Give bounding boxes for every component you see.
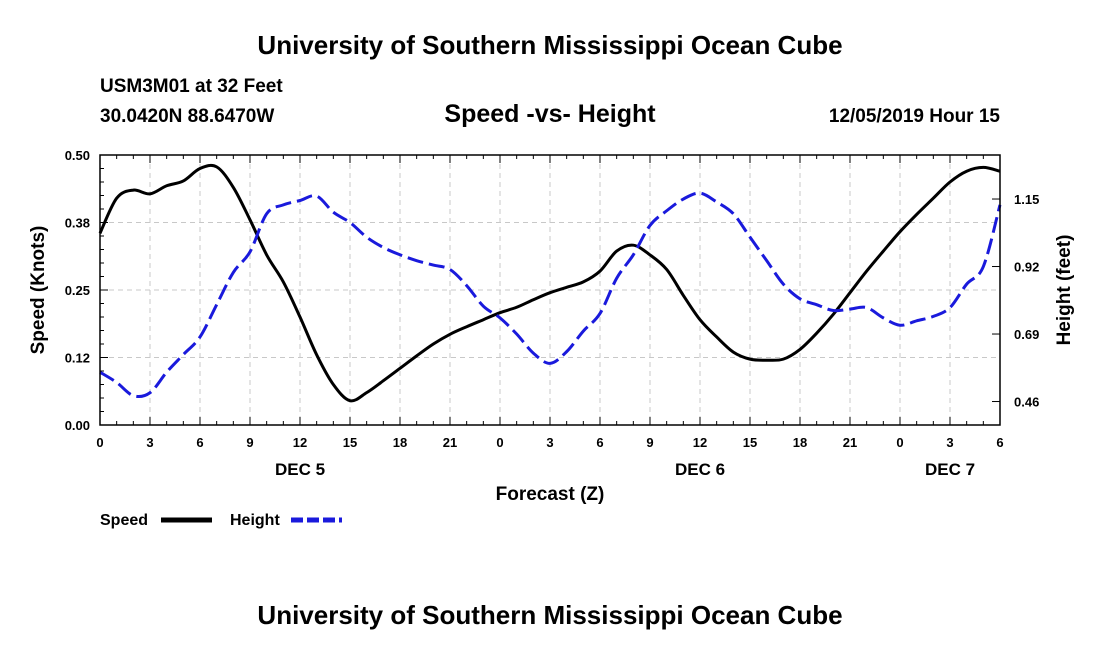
y-tick-label: 0.00 bbox=[65, 418, 90, 433]
x-tick-label: 15 bbox=[743, 435, 757, 450]
x-tick-label: 0 bbox=[896, 435, 903, 450]
forecast-datetime: 12/05/2019 Hour 15 bbox=[828, 106, 1000, 127]
x-tick-label: 18 bbox=[793, 435, 807, 450]
y2-tick-label: 0.46 bbox=[1014, 395, 1039, 410]
x-tick-label: 12 bbox=[693, 435, 707, 450]
legend: Speed Height bbox=[100, 512, 342, 529]
x-tick-label: 18 bbox=[393, 435, 407, 450]
y2-tick-label: 0.69 bbox=[1014, 327, 1039, 342]
day-label: DEC 5 bbox=[275, 460, 325, 479]
x-tick-label: 21 bbox=[843, 435, 857, 450]
chart-title: Speed -vs- Height bbox=[444, 100, 656, 128]
x-tick-label: 0 bbox=[496, 435, 503, 450]
y-tick-label: 0.38 bbox=[65, 216, 90, 231]
x-tick-label: 15 bbox=[343, 435, 357, 450]
x-tick-label: 9 bbox=[646, 435, 653, 450]
x-tick-label: 6 bbox=[596, 435, 603, 450]
axis-labels: 0 3 6 9 12 15 18 21 0 3 6 9 12 15 18 21 0 3 6 0.00 0.12 0.25 0… bbox=[65, 148, 1040, 479]
x-tick-label: 3 bbox=[946, 435, 953, 450]
legend-label-height: Height bbox=[230, 512, 280, 529]
y-axis-title: Speed (Knots) bbox=[28, 226, 49, 355]
day-label: DEC 6 bbox=[675, 460, 725, 479]
day-label: DEC 7 bbox=[925, 460, 975, 479]
series-line-speed bbox=[98, 163, 1001, 403]
y-tick-label: 0.25 bbox=[65, 283, 90, 298]
page-title: University of Southern Mississippi Ocean… bbox=[257, 30, 843, 60]
x-tick-label: 3 bbox=[146, 435, 153, 450]
y2-tick-label: 1.15 bbox=[1014, 192, 1039, 207]
station-name: USM3M01 at 32 Feet bbox=[100, 76, 283, 97]
axis-ticks bbox=[99, 154, 1001, 426]
series-line-height bbox=[99, 191, 1002, 399]
x-tick-label: 0 bbox=[96, 435, 103, 450]
y-tick-label: 0.12 bbox=[65, 351, 90, 366]
grid bbox=[100, 155, 1000, 425]
x-axis-title: Forecast (Z) bbox=[496, 484, 605, 505]
x-tick-label: 21 bbox=[443, 435, 457, 450]
station-coordinates: 30.0420N 88.6470W bbox=[100, 106, 275, 127]
x-tick-label: 12 bbox=[293, 435, 307, 450]
x-tick-label: 6 bbox=[196, 435, 203, 450]
y-tick-label: 0.50 bbox=[65, 148, 90, 163]
x-tick-label: 6 bbox=[996, 435, 1003, 450]
legend-label-speed: Speed bbox=[100, 512, 148, 529]
series-layer bbox=[98, 163, 1002, 403]
x-tick-label: 9 bbox=[246, 435, 253, 450]
y2-axis-title: Height (feet) bbox=[1054, 235, 1075, 346]
footer-title: University of Southern Mississippi Ocean… bbox=[257, 600, 843, 630]
y2-tick-label: 0.92 bbox=[1014, 260, 1039, 275]
x-tick-label: 3 bbox=[546, 435, 553, 450]
